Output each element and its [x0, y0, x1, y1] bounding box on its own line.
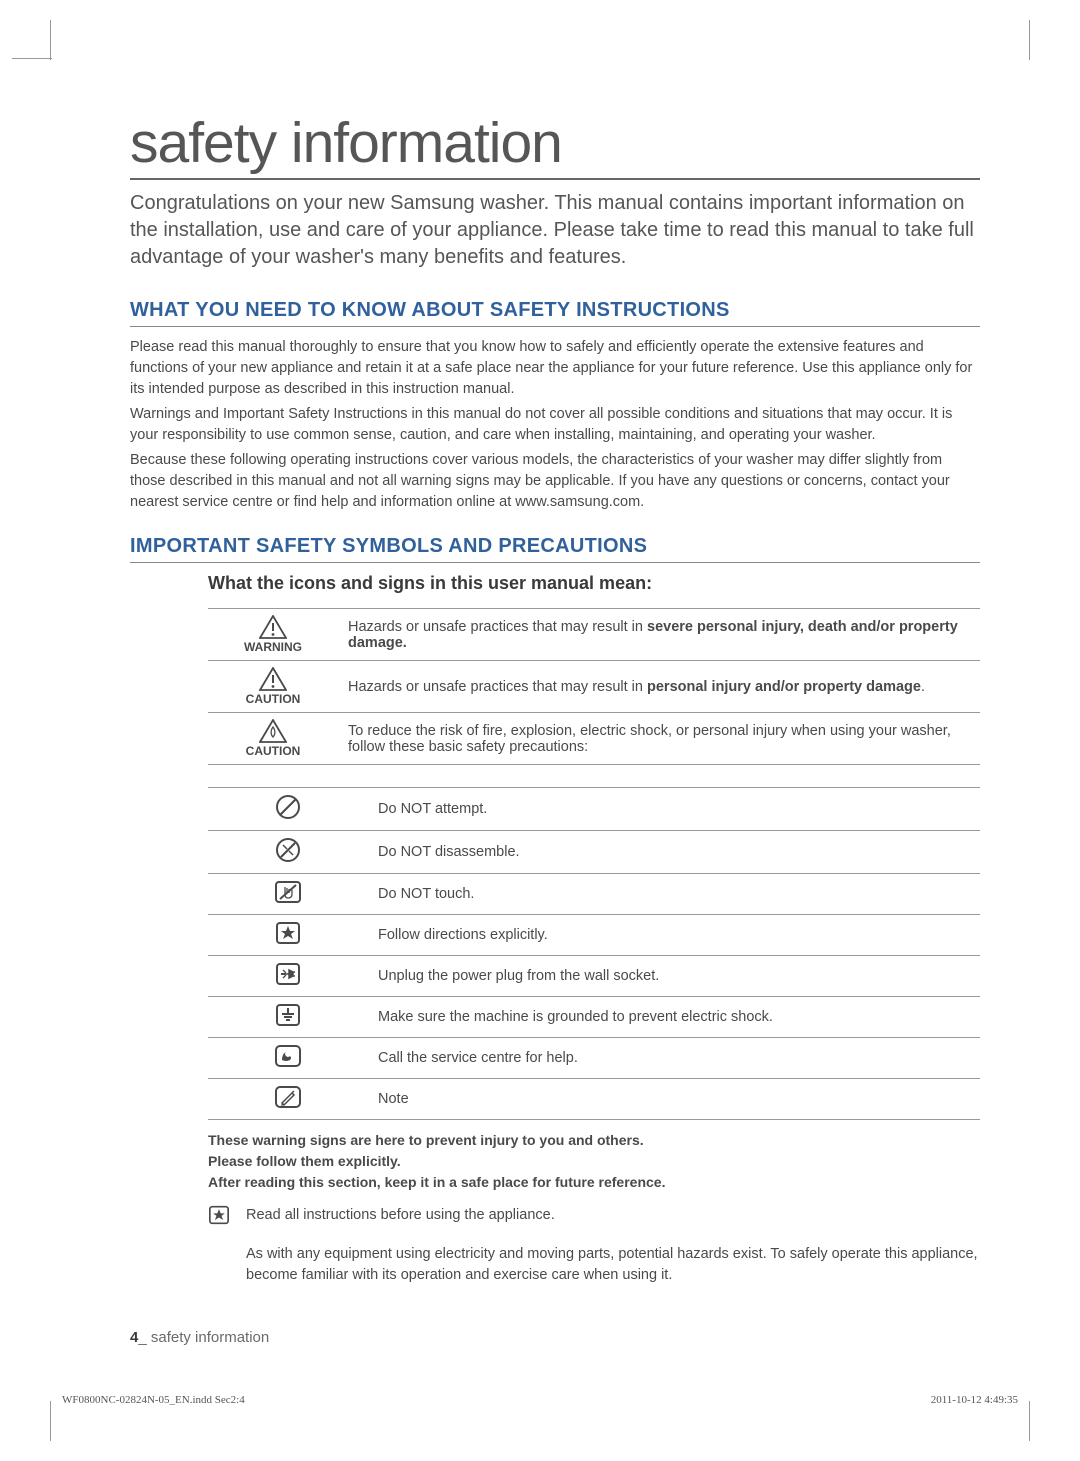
table-row: Do NOT touch.: [208, 874, 980, 915]
caution-triangle-icon: [259, 667, 287, 691]
safety-para-1: Please read this manual thoroughly to en…: [130, 337, 980, 400]
warning-triangle-icon: [259, 615, 287, 639]
icon-cell: [208, 1079, 368, 1120]
meaning-text: Note: [368, 1079, 980, 1120]
crop-mark: [1029, 20, 1030, 60]
icon-cell: WARNING: [208, 609, 338, 661]
star-box-icon: [208, 1205, 230, 1225]
meaning-text: Do NOT attempt.: [368, 788, 980, 831]
caution-label: CAUTION: [212, 692, 334, 706]
meaning-text: Follow directions explicitly.: [368, 915, 980, 956]
table-row: CAUTION To reduce the risk of fire, expl…: [208, 713, 980, 765]
table-row: Follow directions explicitly.: [208, 915, 980, 956]
icon-cell: [208, 788, 368, 831]
table-row: WARNING Hazards or unsafe practices that…: [208, 609, 980, 661]
instruction-hazards: As with any equipment using electricity …: [208, 1244, 980, 1286]
icon-cell: CAUTION: [208, 661, 338, 713]
icon-cell: [208, 874, 368, 915]
table-row: Unplug the power plug from the wall sock…: [208, 956, 980, 997]
meaning-text: Unplug the power plug from the wall sock…: [368, 956, 980, 997]
crop-mark: [50, 1401, 51, 1441]
safety-para-2: Warnings and Important Safety Instructio…: [130, 404, 980, 446]
intro-paragraph: Congratulations on your new Samsung wash…: [130, 190, 980, 271]
section-heading-safety: WHAT YOU NEED TO KNOW ABOUT SAFETY INSTR…: [130, 299, 980, 327]
icon-cell: [208, 915, 368, 956]
no-attempt-icon: [275, 794, 301, 820]
meaning-text: Do NOT touch.: [368, 874, 980, 915]
footnote-text: These warning signs are here to prevent …: [208, 1130, 980, 1193]
crop-mark: [50, 20, 51, 60]
indd-filename: WF0800NC-02824N-05_EN.indd Sec2:4: [62, 1394, 245, 1406]
table-row: Call the service centre for help.: [208, 1038, 980, 1079]
icon-meaning-table: Do NOT attempt. Do NOT disassemble. Do N…: [208, 787, 980, 1120]
warning-description: Hazards or unsafe practices that may res…: [338, 609, 980, 661]
table-row: Do NOT attempt.: [208, 788, 980, 831]
no-touch-icon: [274, 880, 302, 904]
flame-triangle-icon: [259, 719, 287, 743]
caution-fire-description: To reduce the risk of fire, explosion, e…: [338, 713, 980, 765]
caution-description: Hazards or unsafe practices that may res…: [338, 661, 980, 713]
section-heading-symbols: IMPORTANT SAFETY SYMBOLS AND PRECAUTIONS: [130, 535, 980, 563]
table-row: CAUTION Hazards or unsafe practices that…: [208, 661, 980, 713]
meaning-text: Call the service centre for help.: [368, 1038, 980, 1079]
instruction-read-all: Read all instructions before using the a…: [208, 1205, 980, 1232]
icon-cell: CAUTION: [208, 713, 338, 765]
star-box-icon: [275, 921, 301, 945]
crop-mark: [1029, 1401, 1030, 1441]
note-icon: [274, 1085, 302, 1109]
no-disassemble-icon: [275, 837, 301, 863]
meaning-text: Do NOT disassemble.: [368, 831, 980, 874]
warning-caution-table: WARNING Hazards or unsafe practices that…: [208, 608, 980, 765]
call-service-icon: [274, 1044, 302, 1068]
unplug-box-icon: [275, 962, 301, 986]
page-footer: 4_ safety information: [130, 1329, 269, 1346]
warning-label: WARNING: [212, 640, 334, 654]
table-row: Do NOT disassemble.: [208, 831, 980, 874]
print-timestamp: 2011-10-12 4:49:35: [931, 1394, 1018, 1406]
crop-mark: [12, 58, 52, 59]
meaning-text: Make sure the machine is grounded to pre…: [368, 997, 980, 1038]
subheading-icons-mean: What the icons and signs in this user ma…: [208, 573, 980, 594]
icon-cell: [208, 831, 368, 874]
ground-box-icon: [275, 1003, 301, 1027]
icon-cell: [208, 997, 368, 1038]
icon-cell: [208, 1038, 368, 1079]
icon-cell: [208, 956, 368, 997]
caution-label-2: CAUTION: [212, 744, 334, 758]
table-row: Note: [208, 1079, 980, 1120]
safety-para-3: Because these following operating instru…: [130, 450, 980, 513]
page-title: safety information: [130, 110, 980, 180]
table-row: Make sure the machine is grounded to pre…: [208, 997, 980, 1038]
